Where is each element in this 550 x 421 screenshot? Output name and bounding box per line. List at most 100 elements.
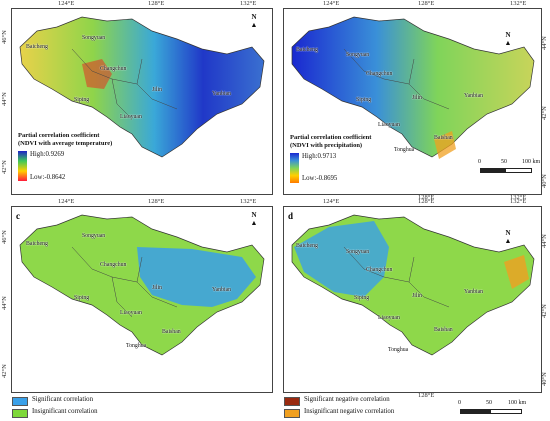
- north-arrow-icon: N ▲: [250, 13, 258, 29]
- north-arrow-icon: N ▲: [250, 211, 258, 227]
- legend-high: High:0.9713: [302, 153, 337, 160]
- city-label: Yanbian: [464, 289, 484, 295]
- panel-d-label: d: [288, 211, 294, 221]
- lat-tick: 44°N: [1, 296, 8, 310]
- panel-a-map: a N ▲ Baicheng Songyuan Changchun Siping …: [11, 8, 273, 195]
- north-arrow-icon: N ▲: [504, 229, 512, 245]
- lat-tick: 44°N: [1, 92, 8, 106]
- city-label: Songyuan: [346, 52, 370, 58]
- scale-label: 100 km: [522, 159, 541, 165]
- city-label: Tonghua: [388, 347, 409, 353]
- city-label: Jilin: [412, 293, 422, 299]
- city-label: Tonghua: [126, 343, 147, 349]
- lat-tick: 44°N: [541, 36, 548, 50]
- lon-tick: 128°E: [418, 392, 435, 399]
- city-label: Jilin: [152, 285, 162, 291]
- legend-title: Partial correlation coefficient: [18, 132, 100, 139]
- city-label: Jilin: [412, 95, 422, 101]
- city-label: Songyuan: [346, 249, 370, 255]
- hotspot-orange: [434, 131, 456, 159]
- lon-tick: 132°E: [240, 198, 257, 205]
- panel-c-map-canvas: [19, 214, 265, 356]
- scale-label: 0: [458, 400, 461, 406]
- city-label: Songyuan: [82, 233, 106, 239]
- city-label: Changchun: [366, 71, 393, 77]
- city-label: Baicheng: [26, 44, 48, 50]
- lon-tick: 124°E: [58, 0, 75, 7]
- legend-title: (NDVI with average temperature): [18, 140, 113, 147]
- district-boundaries: [343, 246, 450, 308]
- legend-label: Insignificant negative correlation: [304, 408, 395, 415]
- lon-tick: 128°E: [148, 0, 165, 7]
- city-label: Baishan: [434, 135, 453, 141]
- lon-tick: 132°E: [240, 0, 257, 7]
- lat-tick: 42°N: [1, 364, 8, 378]
- city-label: Yanbian: [464, 93, 484, 99]
- city-label: Tonghua: [394, 147, 415, 153]
- city-label: Siping: [74, 295, 90, 301]
- city-label: Siping: [354, 295, 370, 301]
- city-label: Yanbian: [212, 91, 232, 97]
- lon-tick: 128°E: [418, 0, 435, 7]
- lat-tick: 40°N: [541, 174, 548, 188]
- city-label: Changchun: [100, 262, 127, 268]
- lat-tick: 40°N: [541, 372, 548, 386]
- city-label: Yanbian: [212, 287, 232, 293]
- lat-tick: 42°N: [1, 160, 8, 174]
- panel-b-map-canvas: [291, 16, 535, 159]
- panel-b-label: b: [288, 13, 294, 23]
- province-shape: [19, 16, 265, 158]
- legend-high: High:0.9269: [30, 151, 65, 158]
- lon-tick: 128°E: [148, 198, 165, 205]
- province-shape: [19, 214, 265, 356]
- legend-title: (NDVI with precipitation): [290, 142, 363, 149]
- legend-label: Significant correlation: [32, 396, 93, 403]
- legend-gradient: [18, 151, 27, 181]
- panel-c-label: c: [16, 211, 20, 221]
- legend-swatch: [284, 397, 300, 406]
- lat-tick: 46°N: [1, 230, 8, 244]
- legend-label: Significant negative correlation: [304, 396, 390, 403]
- lon-tick: 128°E: [418, 194, 435, 201]
- panel-c-map: c N ▲ Baicheng Songyuan Changchun Siping …: [11, 206, 273, 393]
- legend-swatch: [12, 409, 28, 418]
- significant-area: [137, 247, 256, 307]
- legend-label: Insignificant correlation: [32, 408, 98, 415]
- lon-tick: 124°E: [323, 0, 340, 7]
- panel-a-label: a: [16, 13, 21, 23]
- scale-label: 50: [501, 159, 507, 165]
- panel-a-map-canvas: [19, 16, 265, 158]
- lat-tick: 44°N: [541, 234, 548, 248]
- district-boundaries: [71, 48, 178, 120]
- scale-bar: [460, 409, 522, 414]
- lon-tick: 132°E: [510, 0, 527, 7]
- north-label: N: [505, 31, 511, 39]
- city-label: Changchun: [100, 66, 127, 72]
- province-shape: [291, 16, 535, 158]
- north-label: N: [505, 229, 511, 237]
- city-label: Baicheng: [26, 241, 48, 247]
- city-label: Liaoyuan: [378, 315, 400, 321]
- city-label: Baishan: [162, 329, 181, 335]
- city-label: Baicheng: [296, 47, 318, 53]
- north-label: N: [251, 211, 257, 219]
- lon-tick: 132°E: [510, 194, 527, 201]
- city-label: Siping: [356, 97, 372, 103]
- legend-gradient: [290, 153, 299, 183]
- scale-label: 100 km: [508, 400, 527, 406]
- hotspot-red: [82, 59, 112, 89]
- lat-tick: 42°N: [541, 106, 548, 120]
- lon-tick: 132°E: [510, 198, 527, 205]
- significant-area: [294, 221, 389, 297]
- city-label: Baicheng: [296, 243, 318, 249]
- north-arrow-icon: N ▲: [504, 31, 512, 47]
- legend-low: Low:-0.8642: [30, 174, 66, 181]
- legend-swatch: [284, 409, 300, 418]
- lat-tick: 46°N: [1, 30, 8, 44]
- panel-b-map: b N ▲ Baicheng Songyuan Changchun Siping …: [283, 8, 542, 195]
- district-boundaries: [343, 48, 450, 110]
- lon-tick: 124°E: [323, 198, 340, 205]
- panel-d-map-canvas: [291, 214, 535, 356]
- city-label: Changchun: [366, 267, 393, 273]
- city-label: Songyuan: [82, 35, 106, 41]
